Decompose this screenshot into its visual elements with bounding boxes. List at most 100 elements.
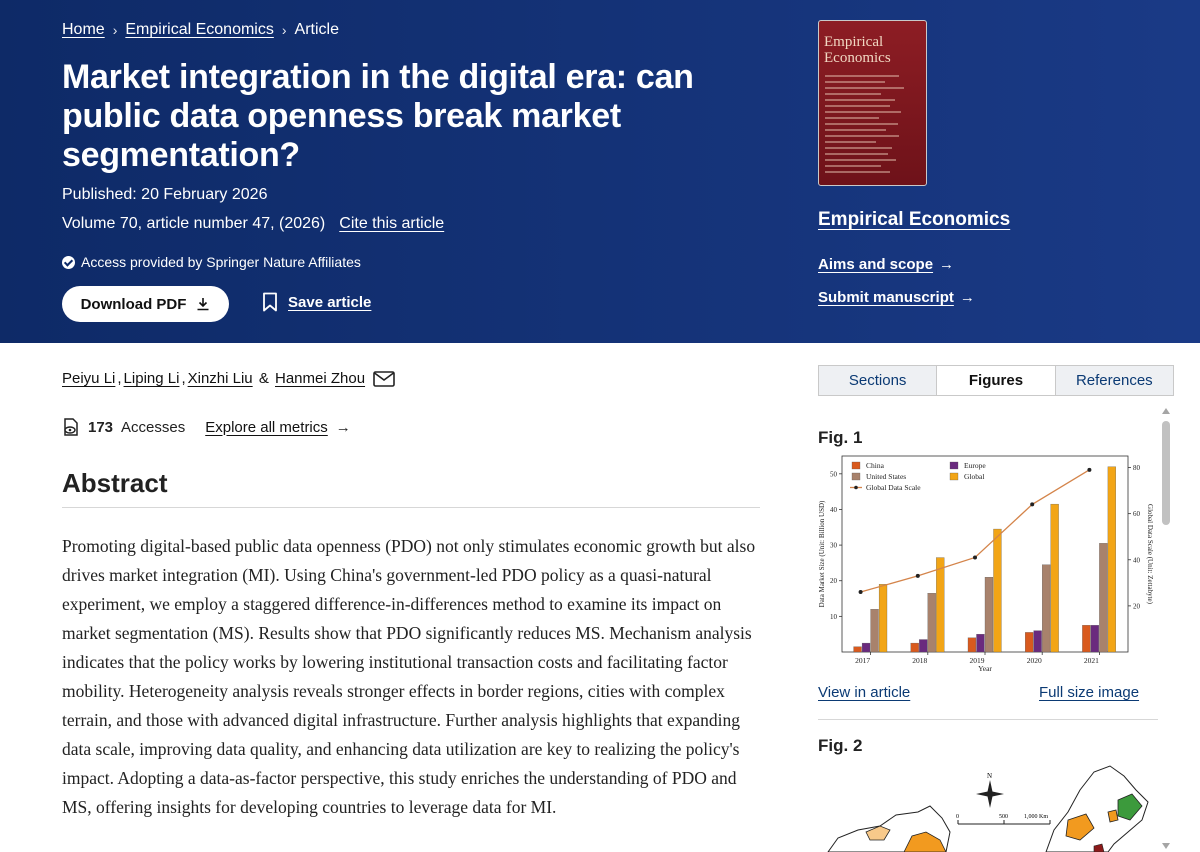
arrow-right-icon: →	[959, 289, 975, 306]
download-pdf-label: Download PDF	[80, 295, 187, 313]
y-tick-label: 50	[830, 470, 838, 478]
scroll-up-icon[interactable]	[1162, 408, 1170, 414]
volume-text: Volume 70, article number 47, (2026)	[62, 215, 326, 232]
figure-1-chart[interactable]: 10 20 30 40 50 20 40 60 80 2017 2018 2019 2020 2021 Ye…	[812, 452, 1158, 680]
check-circle-icon	[62, 255, 75, 269]
bar-china	[967, 637, 977, 653]
published-date: Published: 20 February 2026	[62, 186, 268, 203]
bar-europe	[1090, 625, 1099, 653]
x-tick-label: 2021	[1084, 656, 1099, 665]
bookmark-icon	[263, 292, 277, 312]
map-scale-bar: 0 500 1,000 Km	[956, 814, 1051, 825]
bar-united-states	[870, 609, 879, 653]
cover-contents-lines	[825, 75, 918, 177]
x-axis-label: Year	[978, 664, 992, 673]
scale-label-500: 500	[999, 814, 1008, 820]
line-point	[1087, 467, 1092, 472]
breadcrumb-home-link[interactable]: Home	[62, 21, 105, 38]
aims-scope-label: Aims and scope	[818, 256, 934, 273]
legend-label: Europe	[964, 461, 986, 470]
author-separator: ,	[181, 370, 186, 387]
bar-europe	[861, 642, 871, 653]
tab-references[interactable]: References	[1055, 366, 1173, 395]
full-size-image-link[interactable]: Full size image	[1039, 684, 1140, 701]
breadcrumb-journal-link[interactable]: Empirical Economics	[125, 21, 274, 38]
journal-cover-image[interactable]: Empirical Economics	[818, 20, 927, 186]
tab-figures[interactable]: Figures	[937, 366, 1056, 395]
abstract-heading: Abstract	[62, 468, 168, 498]
bar-europe	[1033, 630, 1042, 653]
figure-2-map[interactable]: N 0 500 1,000 Km	[818, 760, 1158, 852]
y-tick-label: 40	[830, 506, 838, 514]
save-article-label: Save article	[288, 293, 372, 311]
accesses-icon	[64, 418, 78, 436]
line-point	[973, 555, 977, 560]
explore-metrics-link[interactable]: Explore all metrics	[205, 418, 328, 436]
bar-china	[1082, 625, 1091, 653]
legend-swatch	[854, 485, 858, 490]
legend-label: China	[866, 461, 885, 470]
y-tick-label: 30	[830, 542, 838, 550]
bar-global	[936, 557, 945, 653]
legend-label: United States	[866, 472, 906, 481]
line-point	[858, 590, 863, 595]
line-point	[915, 573, 920, 578]
author-link[interactable]: Peiyu Li	[62, 370, 116, 387]
journal-name-link[interactable]: Empirical Economics	[818, 209, 1011, 230]
y2-tick-label: 80	[1133, 464, 1141, 472]
tab-sections[interactable]: Sections	[819, 366, 938, 395]
divider	[62, 507, 760, 508]
author-link[interactable]: Hanmei Zhou	[275, 370, 366, 387]
scroll-down-icon[interactable]	[1162, 843, 1170, 849]
bar-china	[910, 642, 919, 653]
save-article-button[interactable]: Save article	[262, 292, 371, 312]
scrollbar-thumb[interactable]	[1162, 421, 1170, 525]
article-metrics: 173 Accesses Explore all metrics →	[62, 417, 351, 437]
x-tick-label: 2017	[855, 656, 870, 665]
article-title: Market integration in the digital era: c…	[62, 58, 694, 174]
download-icon	[197, 298, 209, 311]
author-link[interactable]: Xinzhi Liu	[187, 370, 253, 387]
submit-manuscript-label: Submit manuscript	[818, 289, 954, 306]
x-tick-label: 2018	[912, 656, 927, 665]
author-link[interactable]: Liping Li	[123, 370, 180, 387]
cite-article-link[interactable]: Cite this article	[339, 215, 445, 232]
y-tick-label: 10	[830, 613, 838, 621]
view-in-article-link[interactable]: View in article	[818, 684, 911, 701]
chevron-right-icon: ›	[281, 22, 287, 38]
aims-scope-link[interactable]: Aims and scope →	[818, 256, 954, 273]
submit-manuscript-link[interactable]: Submit manuscript →	[818, 289, 975, 306]
scale-label-0: 0	[956, 814, 959, 820]
map-region-orange	[1107, 809, 1119, 823]
legend-swatch	[851, 461, 861, 470]
sidebar-scrollbar[interactable]	[1160, 405, 1172, 852]
legend-label: Global Data Scale	[866, 483, 921, 492]
author-list: Peiyu Li, Liping Li, Xinzhi Liu & Hanmei…	[62, 370, 395, 387]
volume-info: Volume 70, article number 47, (2026) Cit…	[62, 215, 444, 233]
bar-europe	[976, 634, 985, 653]
bar-united-states	[984, 577, 994, 653]
y2-axis-label: Global Data Scale (Unit: Zettabyte)	[1146, 504, 1154, 605]
bar-united-states	[1042, 564, 1051, 653]
bar-global	[993, 528, 1002, 653]
access-text: Access provided by Springer Nature Affil…	[81, 254, 361, 270]
legend-swatch	[851, 472, 861, 481]
arrow-right-icon: →	[939, 256, 955, 273]
accesses-label: Accesses	[121, 418, 186, 436]
y2-tick-label: 20	[1133, 602, 1141, 610]
bar-china	[853, 646, 862, 653]
divider	[818, 719, 1158, 720]
map-region-orange	[1065, 813, 1095, 841]
x-tick-label: 2020	[1027, 656, 1042, 665]
breadcrumb-current: Article	[294, 21, 339, 38]
download-pdf-button[interactable]: Download PDF	[62, 286, 229, 322]
article-header: Home › Empirical Economics › Article Mar…	[0, 0, 1200, 343]
email-icon[interactable]	[373, 370, 395, 387]
abstract-text: Promoting digital-based public data open…	[62, 536, 756, 817]
author-separator: ,	[117, 370, 122, 387]
map-region-orange	[903, 831, 947, 852]
legend-swatch	[949, 472, 959, 481]
y-axis-label: Data Market Size (Unit: Billion USD)	[818, 500, 826, 607]
compass-north-label: N	[987, 772, 992, 780]
x-tick-label: 2019	[970, 656, 985, 665]
